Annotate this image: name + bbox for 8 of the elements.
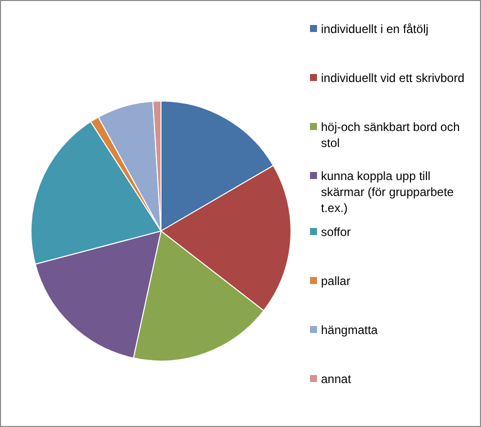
legend-label: individuellt i en fåtölj xyxy=(321,21,428,37)
legend-label: höj-och sänkbart bord och stol xyxy=(321,118,461,151)
legend-label: pallar xyxy=(321,273,350,290)
legend-label: individuellt vid ett skrivbord xyxy=(321,70,464,86)
legend-label: hängmatta xyxy=(321,322,378,338)
legend-label: soffor xyxy=(321,224,351,240)
legend-label: annat xyxy=(321,370,352,387)
legend-label: kunna koppla upp till skärmar (för grupparbete t.ex.) xyxy=(321,168,455,216)
